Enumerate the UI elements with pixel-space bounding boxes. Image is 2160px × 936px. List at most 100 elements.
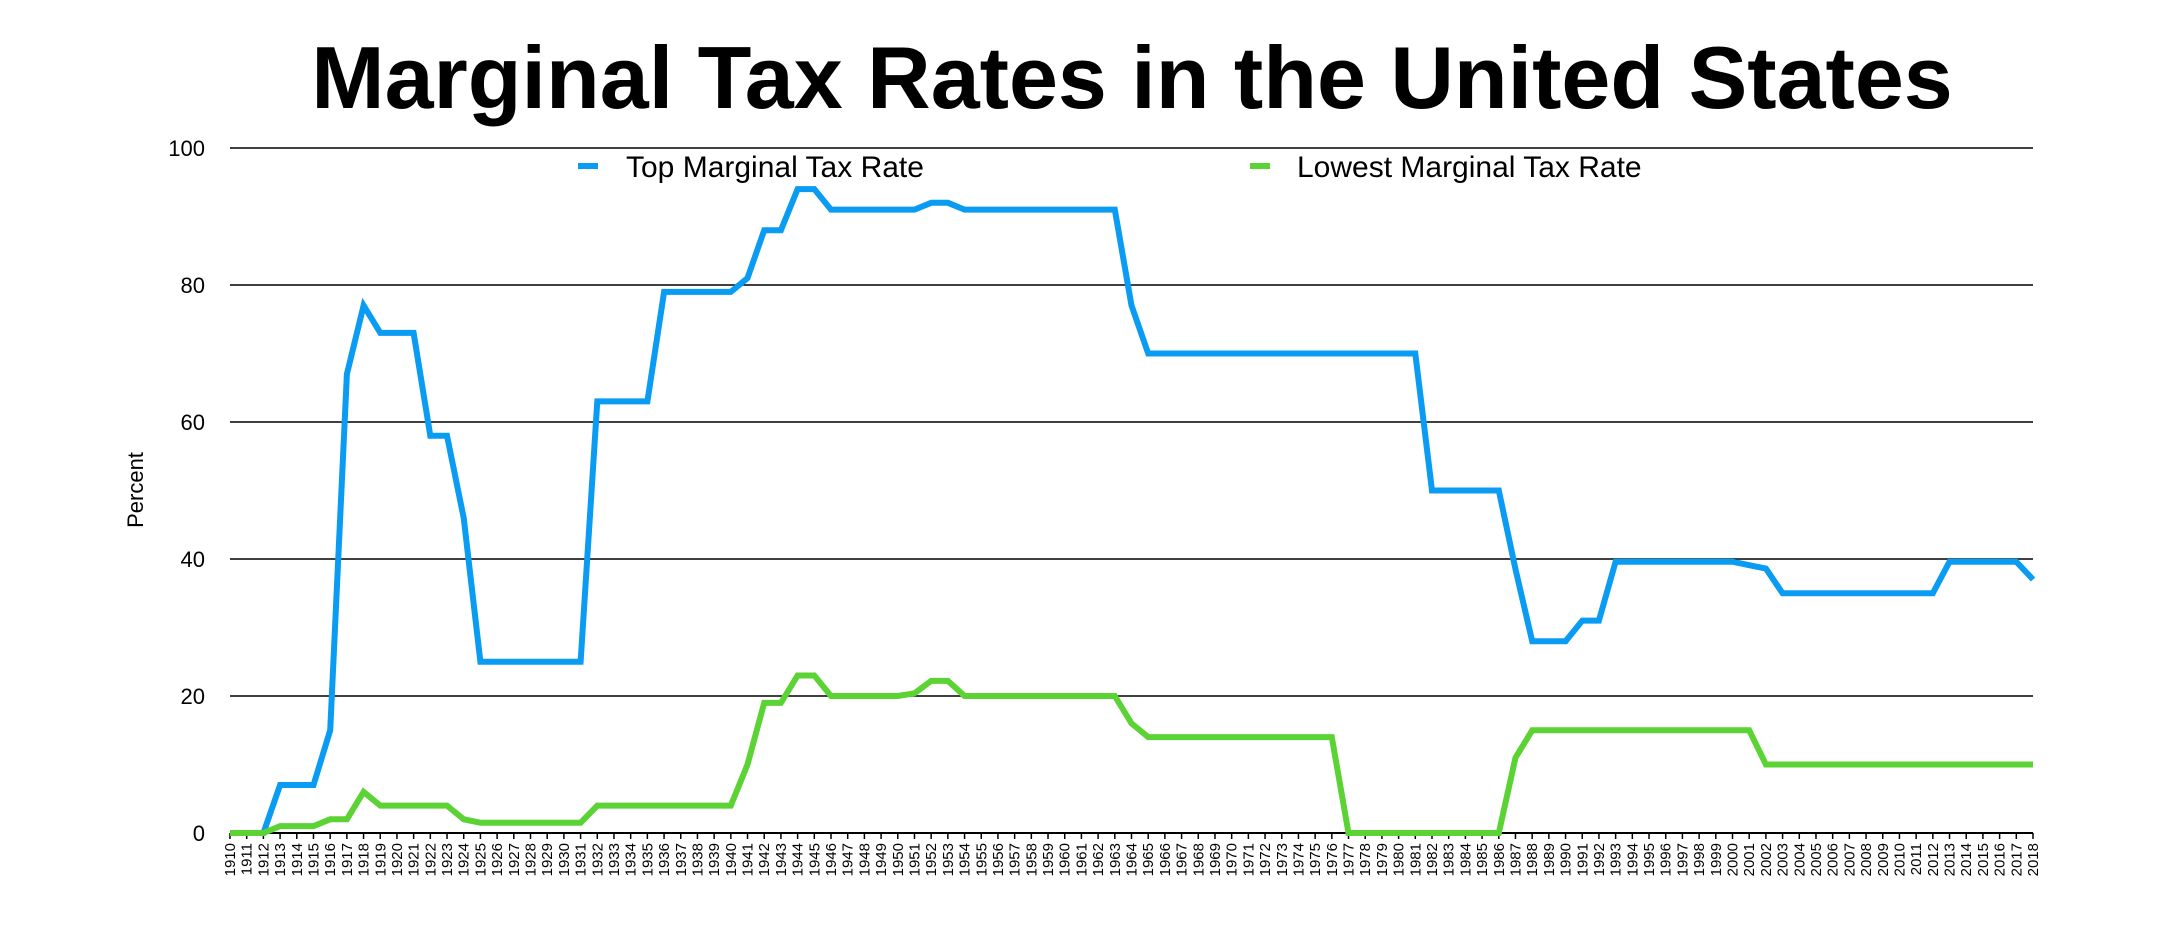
x-tick-label: 1949 (873, 843, 890, 876)
x-tick-label: 1984 (1457, 843, 1474, 876)
x-tick-label: 1937 (673, 843, 690, 876)
x-tick-label: 1973 (1274, 843, 1291, 876)
x-tick-label: 2017 (2008, 843, 2025, 876)
x-tick-label: 1936 (656, 843, 673, 876)
x-tick-label: 1962 (1090, 843, 1107, 876)
x-tick-label: 2014 (1958, 843, 1975, 876)
x-tick-label: 1925 (472, 843, 489, 876)
y-tick-label: 0 (193, 821, 205, 846)
x-tick-label: 2005 (1808, 843, 1825, 876)
x-tick-label: 2016 (1992, 843, 2009, 876)
legend-label-lowest: Lowest Marginal Tax Rate (1297, 151, 1642, 184)
x-tick-label: 1963 (1107, 843, 1124, 876)
x-tick-label: 1983 (1441, 843, 1458, 876)
x-tick-label: 1931 (573, 843, 590, 876)
x-tick-label: 1988 (1524, 843, 1541, 876)
y-axis-ticks: 0 20 40 60 80 100 (168, 136, 205, 846)
x-tick-label: 1911 (239, 843, 256, 875)
x-tick-label: 2001 (1741, 843, 1758, 876)
x-tick-label: 1935 (639, 843, 656, 876)
x-tick-label: 1929 (539, 843, 556, 876)
x-tick-label: 2012 (1925, 843, 1942, 876)
x-tick-label: 2000 (1725, 843, 1742, 876)
x-tick-label: 1916 (322, 843, 339, 876)
x-tick-label: 1943 (773, 843, 790, 876)
x-tick-label: 1934 (623, 843, 640, 876)
x-tick-label: 1965 (1140, 843, 1157, 876)
x-tick-label: 2006 (1825, 843, 1842, 876)
x-tick-label: 1975 (1307, 843, 1324, 876)
x-tick-label: 1981 (1407, 843, 1424, 876)
x-tick-label: 2003 (1775, 843, 1792, 876)
x-tick-label: 1928 (523, 843, 540, 876)
x-tick-label: 1953 (940, 843, 957, 876)
y-axis-label: Percent (123, 452, 148, 528)
x-tick-label: 1915 (305, 843, 322, 876)
x-tick-label: 1920 (389, 843, 406, 876)
x-tick-label: 1939 (706, 843, 723, 876)
x-tick-label: 1921 (406, 843, 423, 876)
x-tick-label: 1992 (1591, 843, 1608, 876)
x-tick-label: 1982 (1424, 843, 1441, 876)
x-tick-label: 1927 (506, 843, 523, 876)
x-tick-label: 1960 (1057, 843, 1074, 876)
x-tick-label: 1967 (1174, 843, 1191, 876)
legend-swatch-top (578, 163, 598, 169)
y-tick-label: 60 (181, 410, 205, 435)
x-tick-label: 1980 (1391, 843, 1408, 876)
x-tick-label: 1938 (689, 843, 706, 876)
x-tick-label: 1950 (890, 843, 907, 876)
x-tick-label: 1996 (1658, 843, 1675, 876)
x-tick-label: 1914 (289, 843, 306, 876)
x-tick-label: 1913 (272, 843, 289, 876)
y-tick-label: 80 (181, 273, 205, 298)
x-tick-label: 1968 (1190, 843, 1207, 876)
x-tick-label: 1979 (1374, 843, 1391, 876)
y-tick-label: 100 (168, 136, 205, 161)
x-tick-label: 1998 (1691, 843, 1708, 876)
x-tick-label: 2009 (1875, 843, 1892, 876)
x-tick-label: 1919 (372, 843, 389, 876)
y-tick-label: 20 (181, 684, 205, 709)
x-tick-label: 1945 (806, 843, 823, 876)
series-line-lowest (230, 672, 2033, 836)
x-tick-label: 1910 (222, 843, 239, 876)
x-tick-label: 1918 (356, 843, 373, 876)
x-tick-label: 2010 (1891, 843, 1908, 876)
x-tick-label: 1972 (1257, 843, 1274, 876)
x-tick-label: 1989 (1541, 843, 1558, 876)
x-tick-label: 1978 (1357, 843, 1374, 876)
x-tick-label: 2011 (1908, 843, 1925, 875)
x-tick-label: 1994 (1624, 843, 1641, 876)
x-tick-label: 1976 (1324, 843, 1341, 876)
chart-title: Marginal Tax Rates in the United States (311, 28, 1952, 127)
x-axis: 1910 1911 1912 1913 1914 1915 1916 1917 1918 1919… (222, 832, 2042, 876)
x-tick-label: 1966 (1157, 843, 1174, 876)
x-tick-label: 1964 (1124, 843, 1141, 876)
gridlines (230, 147, 2033, 697)
x-tick-label: 2002 (1758, 843, 1775, 876)
x-tick-label: 1995 (1641, 843, 1658, 876)
x-tick-label: 1993 (1608, 843, 1625, 876)
x-tick-label: 2018 (2025, 843, 2042, 876)
x-tick-label: 2007 (1841, 843, 1858, 876)
x-tick-label: 1926 (489, 843, 506, 876)
x-tick-label: 1959 (1040, 843, 1057, 876)
series-line-top (230, 186, 2036, 836)
x-tick-label: 1948 (856, 843, 873, 876)
x-tick-label: 1954 (957, 843, 974, 876)
x-tick-label: 1958 (1023, 843, 1040, 876)
x-tick-label: 1941 (740, 843, 757, 876)
x-tick-label: 1956 (990, 843, 1007, 876)
x-tick-label: 1969 (1207, 843, 1224, 876)
x-tick-label: 1933 (606, 843, 623, 876)
x-tick-label: 1947 (840, 843, 857, 876)
x-tick-label: 1999 (1708, 843, 1725, 876)
legend-swatch-lowest (1250, 163, 1270, 169)
x-tick-label: 1990 (1558, 843, 1575, 876)
series-lines (230, 186, 2036, 836)
x-tick-label: 1961 (1073, 843, 1090, 876)
x-tick-label: 1912 (255, 843, 272, 876)
x-tick-label: 1977 (1341, 843, 1358, 876)
x-tick-label: 1932 (589, 843, 606, 876)
